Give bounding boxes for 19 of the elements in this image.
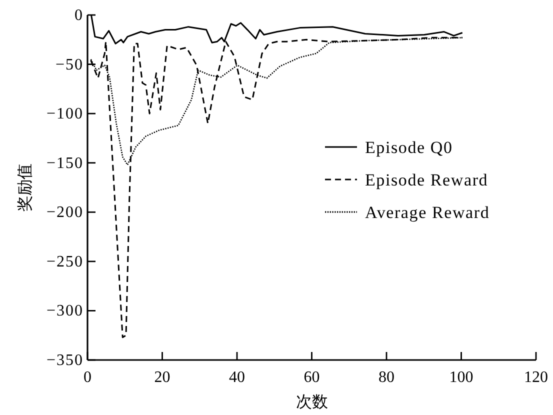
x-tick-label: 60 (304, 369, 320, 386)
y-tick-label: −250 (46, 253, 84, 270)
y-tick-label: −150 (46, 154, 84, 172)
y-tick-label: −300 (46, 302, 84, 320)
y-tick-label: −50 (55, 56, 84, 74)
x-axis-title: 次数 (296, 394, 328, 411)
x-tick-label: 120 (524, 369, 548, 386)
legend-label: Episode Reward (365, 170, 488, 190)
y-tick-label: −350 (46, 352, 84, 369)
y-tick-label: 0 (74, 7, 84, 24)
legend-label: Episode Q0 (365, 138, 453, 157)
legend-label: Average Reward (365, 203, 490, 222)
x-tick-label: 20 (154, 369, 170, 386)
x-tick-label: 40 (229, 369, 245, 386)
x-tick-label: 80 (378, 369, 394, 386)
y-tick-label: −200 (46, 204, 84, 222)
y-tick-label: −100 (46, 106, 84, 123)
y-axis-title: 奖励值 (17, 164, 34, 212)
x-tick-label: 100 (449, 369, 474, 386)
